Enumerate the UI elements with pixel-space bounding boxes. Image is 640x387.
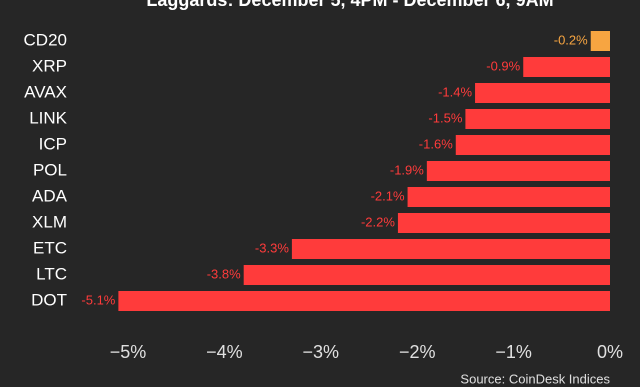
value-label: -1.6% bbox=[419, 136, 453, 151]
x-tick-label: 0% bbox=[597, 342, 623, 362]
category-label: POL bbox=[33, 160, 67, 179]
bar bbox=[118, 291, 610, 311]
value-label: -1.4% bbox=[438, 84, 472, 99]
bar bbox=[397, 213, 610, 233]
category-label: ADA bbox=[32, 186, 68, 205]
bar bbox=[455, 135, 610, 155]
bar bbox=[243, 265, 610, 285]
value-label: -2.2% bbox=[361, 214, 395, 229]
source: Source: CoinDesk Indices bbox=[460, 371, 610, 386]
x-tick-label: −4% bbox=[206, 342, 243, 362]
value-label: -2.1% bbox=[371, 188, 405, 203]
bar bbox=[465, 109, 610, 129]
x-tick-label: −2% bbox=[399, 342, 436, 362]
value-label: -1.5% bbox=[428, 110, 462, 125]
value-label: -0.2% bbox=[554, 32, 588, 47]
bar bbox=[523, 57, 610, 77]
bar bbox=[291, 239, 610, 259]
category-label: LINK bbox=[29, 108, 67, 127]
x-tick-label: −1% bbox=[495, 342, 532, 362]
category-label: XRP bbox=[32, 56, 67, 75]
x-tick-label: −5% bbox=[110, 342, 147, 362]
value-label: -3.8% bbox=[207, 266, 241, 281]
bar bbox=[590, 31, 610, 51]
category-label: LTC bbox=[36, 264, 67, 283]
category-label: DOT bbox=[31, 290, 67, 309]
value-label: -0.9% bbox=[486, 58, 520, 73]
category-label: XLM bbox=[32, 212, 67, 231]
chart-title: Laggards: December 5, 4PM - December 6, … bbox=[146, 0, 553, 10]
category-label: ICP bbox=[39, 134, 67, 153]
category-label: AVAX bbox=[24, 82, 67, 101]
category-label: ETC bbox=[33, 238, 67, 257]
bar bbox=[407, 187, 610, 207]
value-label: -3.3% bbox=[255, 240, 289, 255]
value-label: -1.9% bbox=[390, 162, 424, 177]
category-label: CD20 bbox=[24, 30, 67, 49]
bar bbox=[475, 83, 610, 103]
x-tick-label: −3% bbox=[303, 342, 340, 362]
bar bbox=[426, 161, 610, 181]
value-label: -5.1% bbox=[81, 292, 115, 307]
